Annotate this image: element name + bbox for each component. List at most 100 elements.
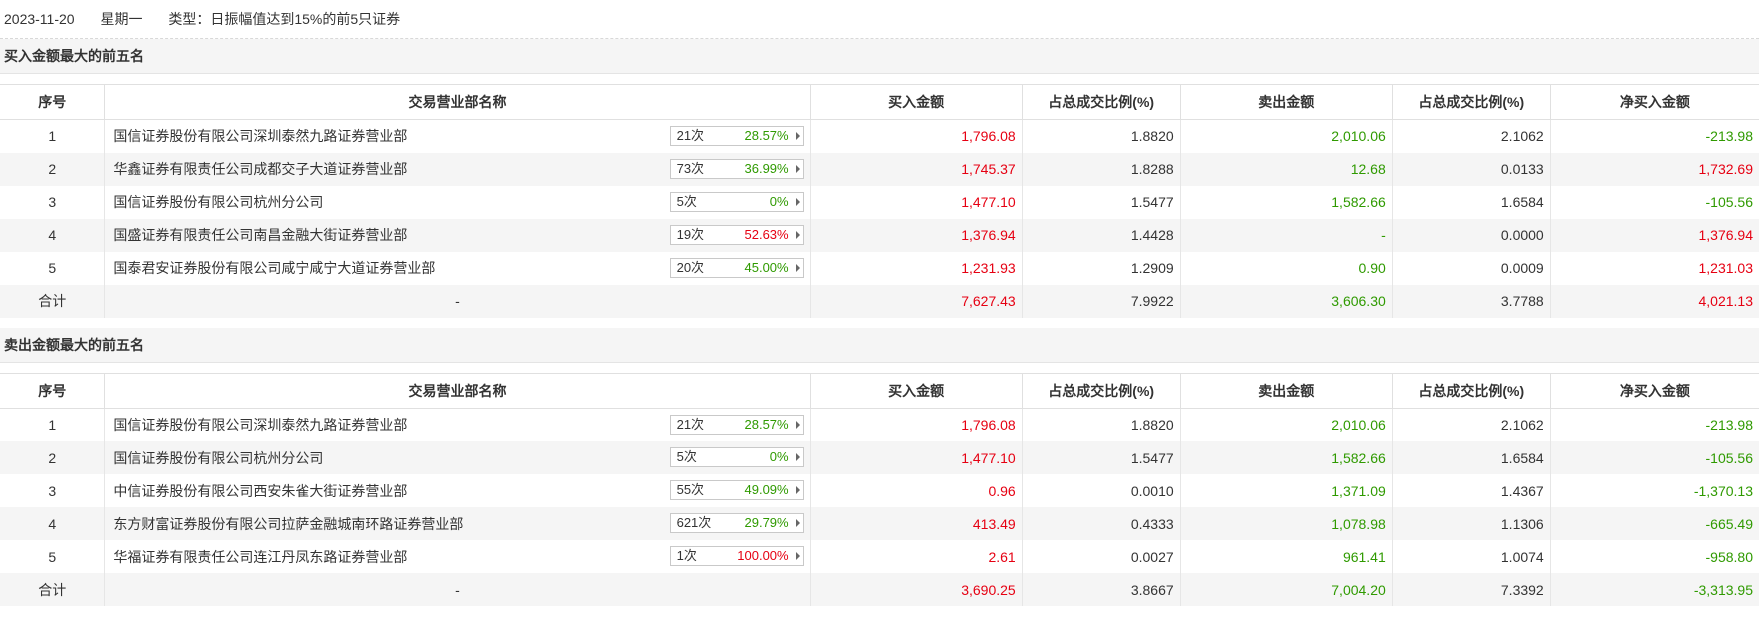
branch-stats-button[interactable]: 1次 100.00% (669, 546, 804, 566)
table-row: 4 东方财富证券股份有限公司拉萨金融城南环路证券营业部 621次 29.79% 413.… (0, 507, 1759, 540)
buy-amount: 1,796.08 (809, 408, 1023, 441)
branch-name-link[interactable]: 国盛证券有限责任公司南昌金融大街证券营业部 (113, 227, 408, 243)
row-index: 1 (48, 416, 57, 433)
buy-ratio: 1.8820 (1021, 408, 1181, 441)
branch-name-cell: 华鑫证券有限责任公司成都交子大道证券营业部 73次 36.99% (104, 152, 811, 186)
row-index: 3 (48, 482, 57, 499)
branch-name-link[interactable]: 国泰君安证券股份有限公司咸宁咸宁大道证券营业部 (113, 260, 436, 276)
total-label: 合计 (0, 573, 105, 606)
win-rate: 36.99% (744, 160, 789, 176)
win-rate: 52.63% (744, 226, 789, 242)
total-net-buy: 4,021.13 (1549, 284, 1759, 318)
table-row: 2 国信证券股份有限公司杭州分公司 5次 0% 1,477.10 1.5477 1,582.… (0, 441, 1759, 474)
branch-stats-button[interactable]: 19次 52.63% (669, 224, 804, 245)
sell-amount: - (1179, 218, 1393, 252)
branch-stats-button[interactable]: 5次 0% (669, 447, 804, 467)
date-text: 2023-11-20 (4, 11, 75, 27)
chevron-right-icon (795, 519, 800, 527)
buy-amount: 1,796.08 (809, 119, 1023, 153)
win-rate: 49.09% (744, 482, 789, 497)
total-row: 合计 -7,627.43 7.9922 3,606.30 3.7788 4,021.13 (0, 284, 1759, 318)
total-branch-placeholder: - (104, 573, 811, 606)
buy-ratio: 1.8288 (1021, 152, 1181, 186)
table-row: 4 国盛证券有限责任公司南昌金融大街证券营业部 19次 52.63% 1,376.94 1… (0, 218, 1759, 252)
sell-ratio: 0.0009 (1391, 251, 1551, 285)
branch-name-link[interactable]: 国信证券股份有限公司深圳泰然九路证券营业部 (113, 128, 408, 145)
table-row: 5 华福证券有限责任公司连江丹凤东路证券营业部 1次 100.00% 2.61 0.002… (0, 540, 1759, 573)
spacer (0, 363, 1759, 373)
net-buy-amount: -105.56 (1549, 185, 1759, 219)
total-sell-amount: 3,606.30 (1179, 284, 1393, 318)
buy-amount: 1,376.94 (809, 218, 1023, 252)
buy-amount: 413.49 (809, 507, 1023, 540)
row-index: 5 (48, 260, 57, 276)
branch-stats-button[interactable]: 621次 29.79% (669, 513, 804, 533)
branch-stats-button[interactable]: 21次 28.57% (669, 414, 804, 435)
sell-table-body: 1 国信证券股份有限公司深圳泰然九路证券营业部 21次 28.57% 1,796.08 1… (0, 408, 1759, 606)
sell-ratio: 1.6584 (1391, 441, 1551, 474)
buy-amount: 1,477.10 (809, 185, 1023, 219)
buy-ratio: 0.0010 (1021, 474, 1181, 507)
total-buy-ratio: 3.8667 (1021, 573, 1181, 606)
table-row: 1 国信证券股份有限公司深圳泰然九路证券营业部 21次 28.57% 1,796.08 1… (0, 408, 1759, 441)
win-rate: 28.57% (744, 416, 789, 432)
row-index: 5 (48, 548, 57, 565)
appearance-count: 21次 (676, 128, 705, 143)
buy-ratio: 1.4428 (1021, 218, 1181, 252)
appearance-count: 20次 (676, 259, 705, 275)
col-header-sell-amount: 卖出金额 (1179, 84, 1393, 120)
row-index: 3 (48, 194, 57, 210)
buy-table-body: 1 国信证券股份有限公司深圳泰然九路证券营业部 21次 28.57% 1,796.08 1… (0, 119, 1759, 318)
branch-name-link[interactable]: 华鑫证券有限责任公司成都交子大道证券营业部 (113, 161, 408, 177)
sell-ratio: 0.0000 (1391, 218, 1551, 252)
appearance-count: 621次 (676, 515, 712, 530)
col-header-net-buy: 净买入金额 (1549, 372, 1759, 409)
col-header-sell-amount: 卖出金额 (1179, 372, 1393, 409)
col-header-branch-name: 交易营业部名称 (104, 372, 811, 409)
branch-name-link[interactable]: 东方财富证券股份有限公司拉萨金融城南环路证券营业部 (113, 515, 464, 532)
buy-amount: 2.61 (809, 540, 1023, 573)
buy-ratio: 0.0027 (1021, 540, 1181, 573)
branch-name-link[interactable]: 国信证券股份有限公司杭州分公司 (113, 194, 324, 210)
col-header-buy-ratio: 占总成交比例(%) (1021, 84, 1181, 120)
branch-stats-button[interactable]: 55次 49.09% (669, 480, 804, 500)
buy-section-title: 买入金额最大的前五名 (0, 39, 1759, 74)
spacer (0, 318, 1759, 328)
sell-ratio: 1.4367 (1391, 474, 1551, 507)
buy-ratio: 1.2909 (1021, 251, 1181, 285)
branch-stats-button[interactable]: 5次 0% (669, 191, 804, 212)
buy-amount: 1,745.37 (809, 152, 1023, 186)
total-buy-amount: 7,627.43 (809, 284, 1023, 318)
branch-name-link[interactable]: 国信证券股份有限公司深圳泰然九路证券营业部 (113, 416, 408, 433)
win-rate: 100.00% (737, 548, 789, 563)
sell-amount: 1,582.66 (1179, 185, 1393, 219)
appearance-count: 1次 (676, 548, 697, 563)
sell-section-title: 卖出金额最大的前五名 (0, 327, 1759, 363)
sell-amount: 1,582.66 (1179, 441, 1393, 474)
branch-name-cell: 东方财富证券股份有限公司拉萨金融城南环路证券营业部 621次 29.79% (104, 507, 811, 540)
branch-name-link[interactable]: 国信证券股份有限公司杭州分公司 (113, 449, 324, 466)
branch-name-link[interactable]: 华福证券有限责任公司连江丹凤东路证券营业部 (113, 548, 408, 565)
sell-amount: 961.41 (1179, 540, 1393, 573)
col-header-buy-amount: 买入金额 (809, 84, 1023, 120)
net-buy-amount: -213.98 (1549, 119, 1759, 153)
total-sell-ratio: 3.7788 (1391, 284, 1551, 318)
total-label: 合计 (0, 284, 105, 318)
total-sell-ratio: 7.3392 (1391, 573, 1551, 606)
branch-name-link[interactable]: 中信证券股份有限公司西安朱雀大街证券营业部 (113, 482, 408, 499)
buy-amount: 1,231.93 (809, 251, 1023, 285)
branch-name-cell: 国信证券股份有限公司杭州分公司 5次 0% (104, 441, 811, 474)
branch-stats-button[interactable]: 20次 45.00% (669, 257, 804, 278)
appearance-count: 5次 (676, 193, 697, 209)
branch-stats-button[interactable]: 21次 28.57% (669, 126, 804, 146)
chevron-right-icon (795, 197, 800, 206)
header-bar: 2023-11-20 星期一 类型：日振幅值达到15%的前5只证券 (0, 0, 1759, 39)
branch-name-cell: 国盛证券有限责任公司南昌金融大街证券营业部 19次 52.63% (104, 218, 811, 252)
branch-name-cell: 国泰君安证券股份有限公司咸宁咸宁大道证券营业部 20次 45.00% (104, 251, 811, 285)
net-buy-amount: -665.49 (1549, 507, 1759, 540)
branch-stats-button[interactable]: 73次 36.99% (669, 158, 804, 179)
branch-name-cell: 华福证券有限责任公司连江丹凤东路证券营业部 1次 100.00% (104, 540, 811, 573)
col-header-sell-ratio: 占总成交比例(%) (1391, 84, 1551, 120)
total-net-buy: -3,313.95 (1549, 573, 1759, 606)
col-header-buy-ratio: 占总成交比例(%) (1021, 372, 1181, 409)
